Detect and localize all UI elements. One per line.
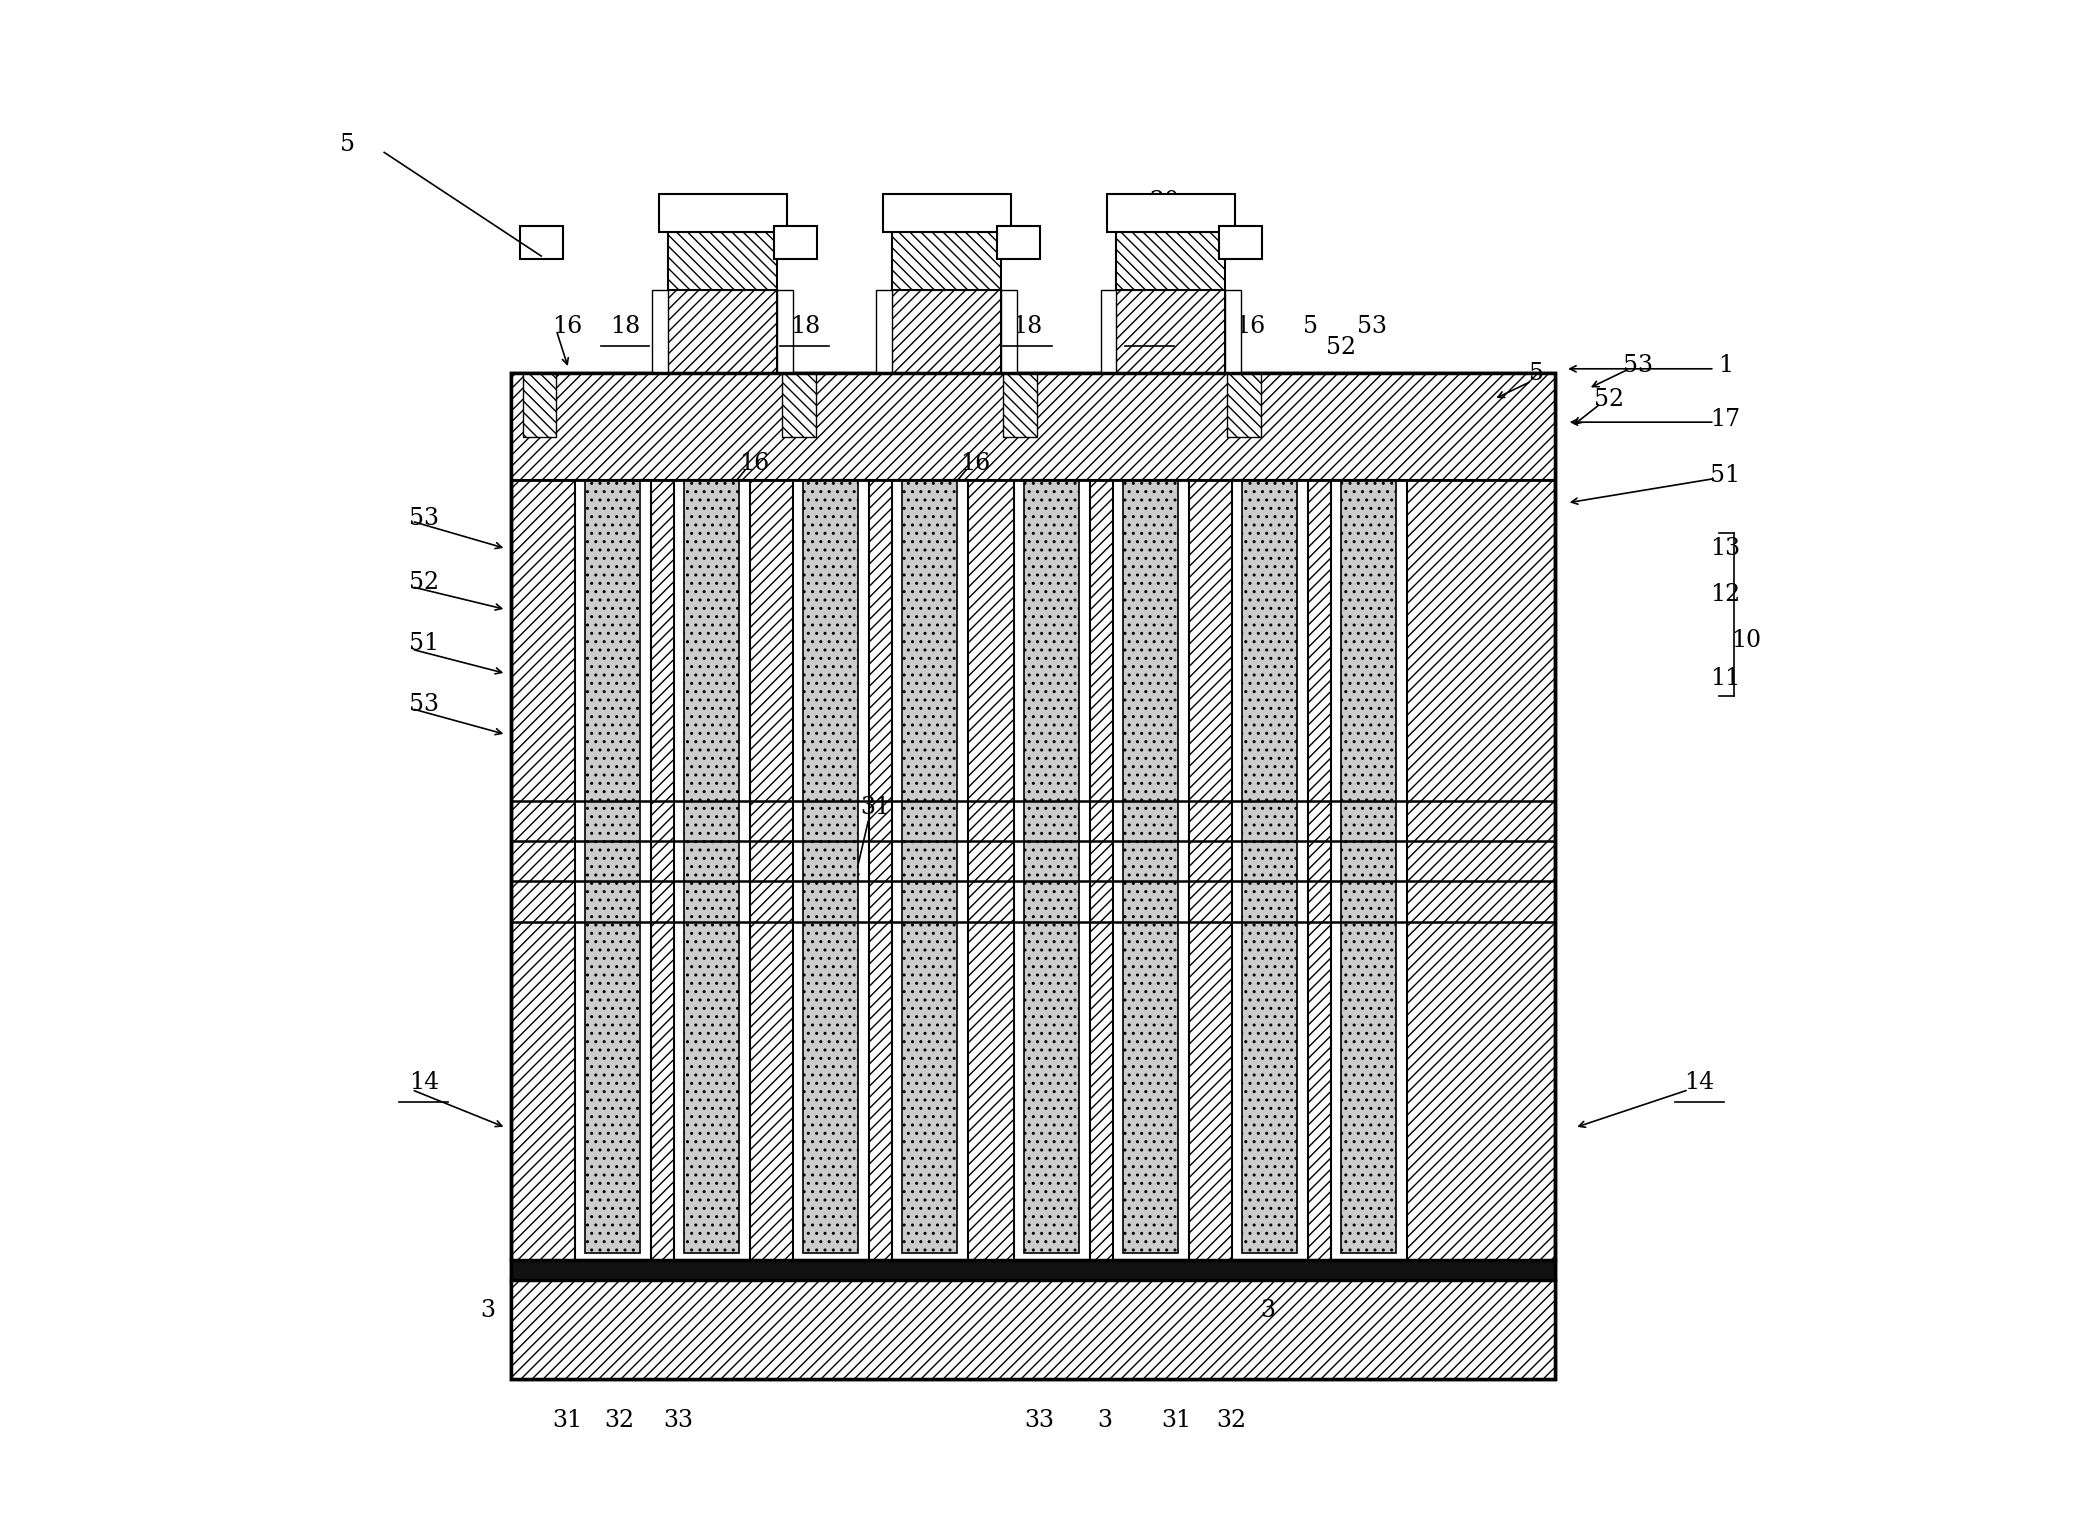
Bar <box>510 373 1555 1379</box>
Text: 32: 32 <box>603 1408 634 1433</box>
Text: 12: 12 <box>1710 582 1741 607</box>
Bar <box>1101 290 1115 373</box>
Text: 20: 20 <box>726 198 757 223</box>
Bar <box>1341 480 1395 1253</box>
Bar <box>1107 194 1236 232</box>
Text: 10: 10 <box>1731 628 1762 652</box>
Text: 19: 19 <box>728 247 757 271</box>
Bar <box>775 226 817 259</box>
Bar <box>585 480 641 1253</box>
Text: 18: 18 <box>1134 314 1165 338</box>
Text: 17: 17 <box>1710 407 1741 431</box>
Text: 33: 33 <box>1024 1408 1055 1433</box>
Bar <box>1331 480 1408 1260</box>
Bar <box>659 194 786 232</box>
Text: 18: 18 <box>609 314 641 338</box>
Bar <box>777 290 792 373</box>
Text: 15: 15 <box>947 299 978 323</box>
Bar <box>1001 290 1016 373</box>
Bar <box>1225 290 1242 373</box>
Text: 51: 51 <box>1710 463 1741 488</box>
Text: 32: 32 <box>918 796 947 820</box>
Bar <box>674 480 750 1260</box>
Text: 15: 15 <box>728 285 757 309</box>
Bar <box>792 480 869 1260</box>
Bar <box>891 480 968 1260</box>
Text: 11: 11 <box>1710 666 1741 690</box>
Text: 3: 3 <box>481 1298 495 1323</box>
Text: 31: 31 <box>860 796 889 820</box>
Bar <box>1014 480 1090 1260</box>
Bar <box>804 480 858 1253</box>
Text: 53: 53 <box>408 506 439 530</box>
Bar <box>1115 290 1225 373</box>
Bar <box>522 373 556 437</box>
Text: 16: 16 <box>960 451 991 475</box>
Text: 16: 16 <box>551 314 583 338</box>
Text: 5: 5 <box>340 133 354 157</box>
Text: 52: 52 <box>1594 387 1625 411</box>
Text: 16: 16 <box>740 451 769 475</box>
Text: 13: 13 <box>1710 536 1741 561</box>
Bar <box>1124 480 1177 1253</box>
Bar <box>997 226 1039 259</box>
Bar <box>1227 373 1260 437</box>
Bar <box>1231 480 1308 1260</box>
Text: 53: 53 <box>408 692 439 716</box>
Bar <box>1242 480 1298 1253</box>
Text: 52: 52 <box>408 570 439 594</box>
Text: 16: 16 <box>1186 314 1217 338</box>
Bar <box>877 290 891 373</box>
Text: 33: 33 <box>663 1408 692 1433</box>
Bar <box>510 373 1555 1379</box>
Bar <box>902 480 958 1253</box>
Bar <box>891 290 1001 373</box>
Text: 31: 31 <box>1161 1408 1192 1433</box>
Text: 51: 51 <box>408 631 439 655</box>
Text: 5: 5 <box>1530 361 1544 386</box>
Text: 14: 14 <box>1685 1070 1714 1094</box>
Bar <box>653 290 668 373</box>
Bar <box>668 290 777 373</box>
Bar <box>510 1280 1555 1379</box>
Bar <box>1024 480 1080 1253</box>
Bar <box>510 373 1555 480</box>
Text: 18: 18 <box>790 314 821 338</box>
Text: 14: 14 <box>408 1070 439 1094</box>
Text: 3: 3 <box>1260 1298 1275 1323</box>
Bar <box>520 226 562 259</box>
Text: 18: 18 <box>1012 314 1043 338</box>
Text: 53: 53 <box>1623 354 1654 378</box>
Text: 20: 20 <box>947 213 978 238</box>
Text: 5: 5 <box>1304 314 1318 338</box>
Bar <box>574 480 651 1260</box>
Bar <box>1113 480 1190 1260</box>
Bar <box>883 194 1012 232</box>
Bar <box>1003 373 1036 437</box>
Text: 52: 52 <box>1327 335 1356 360</box>
Bar <box>510 1260 1555 1280</box>
Text: 3: 3 <box>1097 1408 1113 1433</box>
Bar <box>782 373 815 437</box>
Bar <box>891 232 1001 290</box>
Text: 53: 53 <box>1358 314 1387 338</box>
Text: 20: 20 <box>1148 189 1180 213</box>
Text: 1: 1 <box>1719 354 1733 378</box>
Text: 32: 32 <box>1217 1408 1246 1433</box>
Bar <box>668 232 777 290</box>
Text: 31: 31 <box>551 1408 583 1433</box>
Bar <box>684 480 740 1253</box>
Bar <box>1115 232 1225 290</box>
Text: 16: 16 <box>1236 314 1265 338</box>
Text: 19: 19 <box>947 262 978 287</box>
Bar <box>1219 226 1262 259</box>
